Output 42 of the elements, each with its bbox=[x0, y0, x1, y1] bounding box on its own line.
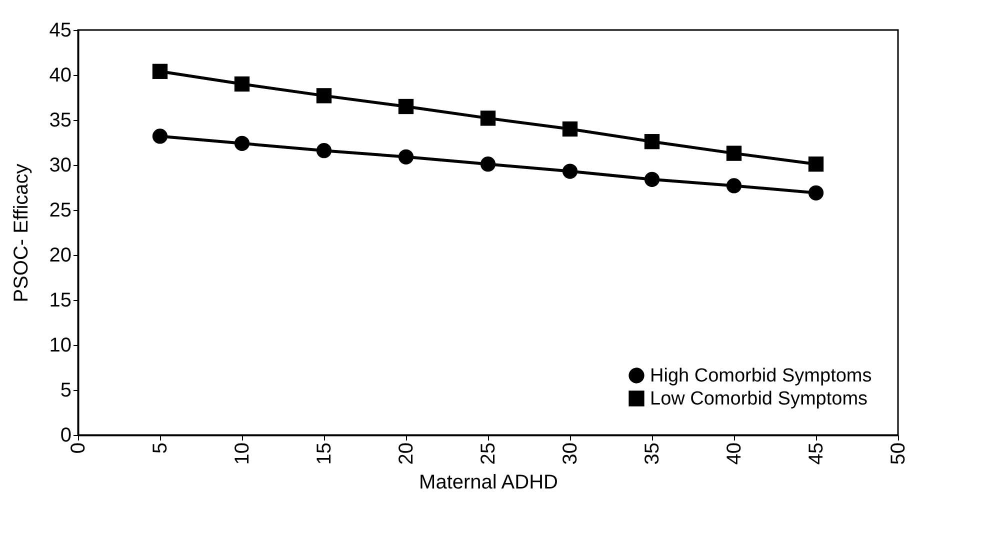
point bbox=[808, 185, 824, 200]
y-tick-label: 40 bbox=[49, 64, 72, 86]
y-tick-label: 10 bbox=[49, 334, 72, 356]
x-tick-label: 40 bbox=[724, 442, 746, 465]
point bbox=[316, 88, 332, 104]
x-tick-label: 5 bbox=[150, 442, 172, 454]
point bbox=[234, 76, 250, 92]
y-tick-label: 35 bbox=[49, 110, 72, 132]
point bbox=[234, 136, 250, 151]
x-tick-label: 10 bbox=[232, 442, 254, 465]
point bbox=[726, 178, 742, 194]
point bbox=[562, 121, 578, 137]
x-tick-label: 50 bbox=[888, 442, 910, 465]
point bbox=[644, 134, 660, 150]
legend-label: Low Comorbid Symptoms bbox=[650, 388, 868, 410]
y-tick-label: 25 bbox=[49, 200, 72, 222]
point bbox=[398, 98, 414, 114]
point bbox=[398, 149, 414, 164]
point bbox=[152, 64, 168, 79]
point bbox=[316, 143, 332, 158]
x-tick-label: 30 bbox=[560, 442, 582, 465]
x-axis-title: Maternal ADHD bbox=[419, 472, 558, 494]
y-tick-label: 45 bbox=[49, 20, 72, 42]
y-tick-label: 5 bbox=[60, 380, 72, 402]
point bbox=[562, 164, 578, 179]
y-tick-label: 20 bbox=[49, 244, 72, 266]
point bbox=[726, 146, 742, 161]
point bbox=[480, 110, 496, 126]
x-tick-label: 15 bbox=[314, 442, 336, 465]
y-tick-label: 15 bbox=[49, 290, 72, 312]
y-axis-title: PSOC- Efficacy bbox=[10, 164, 32, 302]
x-tick-label: 0 bbox=[68, 442, 90, 454]
point bbox=[808, 156, 824, 172]
x-tick-label: 35 bbox=[642, 442, 664, 465]
x-tick-label: 25 bbox=[478, 442, 500, 465]
legend-label: High Comorbid Symptoms bbox=[650, 366, 872, 386]
y-tick-label: 30 bbox=[49, 154, 72, 176]
x-tick-label: 45 bbox=[806, 442, 828, 465]
point bbox=[152, 128, 168, 144]
point bbox=[480, 156, 496, 172]
point bbox=[644, 172, 660, 187]
x-tick-label: 20 bbox=[396, 442, 418, 465]
